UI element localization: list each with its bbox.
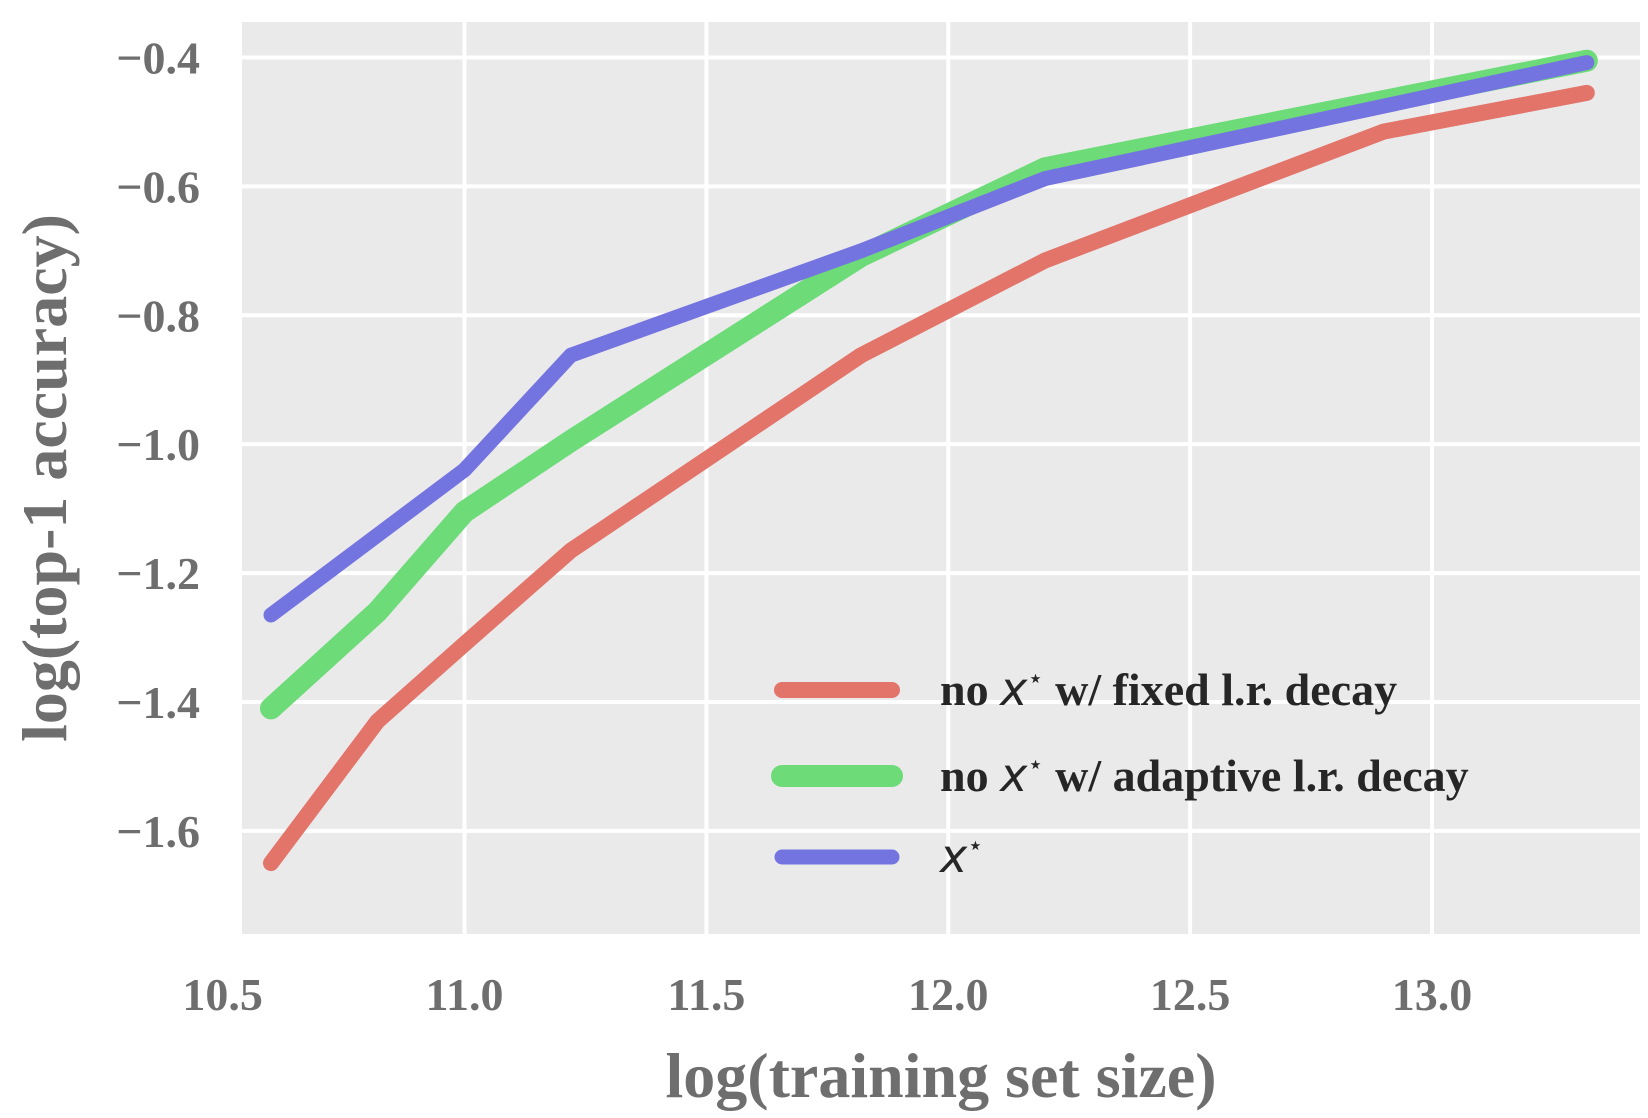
series-line-2: [263, 55, 1595, 623]
x-tick-label-5: 13.0: [1392, 969, 1473, 1020]
y-tick-label-6: −1.6: [116, 806, 200, 857]
y-tick-label-0: −0.4: [116, 32, 200, 83]
legend-label-0: no x⋆ w/ fixed l.r. decay: [940, 662, 1397, 716]
y-tick-labels: −0.4 −0.6 −0.8 −1.0 −1.2 −1.4 −1.6: [116, 32, 200, 856]
plot-background: [242, 22, 1640, 934]
y-tick-label-4: −1.2: [116, 548, 200, 599]
legend-label-2: x⋆: [938, 829, 984, 883]
y-axis-label: log(top-1 accuracy): [9, 214, 80, 742]
x-tick-label-1: 11.0: [426, 969, 504, 1020]
x-tick-label-2: 11.5: [667, 969, 745, 1020]
x-tick-label-4: 12.5: [1150, 969, 1231, 1020]
legend: no x⋆ w/ fixed l.r. decay no x⋆ w/ adapti…: [771, 662, 1469, 883]
y-tick-label-3: −1.0: [116, 419, 200, 470]
series-line-1: [260, 49, 1598, 720]
series-line-0: [263, 84, 1595, 872]
y-tick-label-5: −1.4: [116, 677, 200, 728]
x-tick-label-0: 10.5: [182, 969, 263, 1020]
x-axis-label: log(training set size): [666, 1040, 1217, 1111]
y-tick-label-2: −0.8: [116, 290, 200, 341]
series-lines: [260, 49, 1598, 872]
y-tick-label-1: −0.6: [116, 161, 200, 212]
legend-label-1: no x⋆ w/ adaptive l.r. decay: [940, 748, 1469, 802]
x-tick-labels: 10.5 11.0 11.5 12.0 12.5 13.0: [182, 969, 1472, 1020]
x-tick-label-3: 12.0: [908, 969, 989, 1020]
